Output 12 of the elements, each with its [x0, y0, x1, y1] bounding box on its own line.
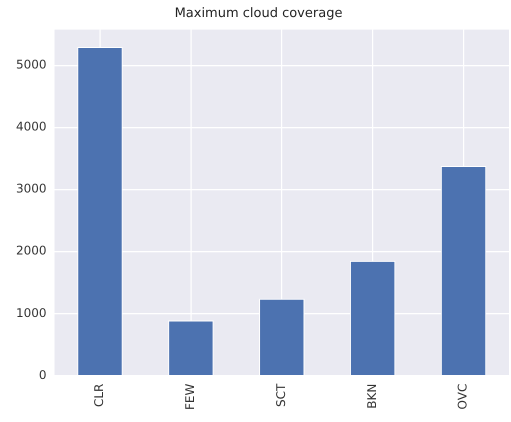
x-tick-label: SCT — [274, 382, 288, 407]
y-tick-label: 5000 — [16, 58, 47, 72]
x-tick-label: CLR — [92, 384, 106, 408]
chart-title: Maximum cloud coverage — [174, 6, 342, 22]
y-tick-label: 3000 — [16, 182, 47, 196]
y-tick-label: 2000 — [16, 244, 47, 258]
x-tick-label: BKN — [364, 384, 379, 409]
y-tick-label: 1000 — [16, 306, 47, 320]
y-tick-label: 4000 — [16, 120, 47, 134]
x-tick-label: FEW — [183, 384, 197, 410]
x-tick-label: OVC — [456, 384, 470, 410]
y-tick-label: 0 — [38, 368, 47, 382]
